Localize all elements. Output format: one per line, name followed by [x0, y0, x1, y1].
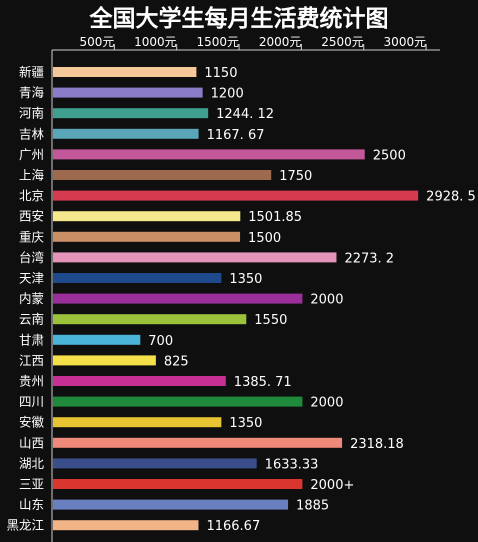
bar [53, 293, 303, 304]
bar [53, 520, 199, 531]
category-label: 山东 [19, 497, 44, 512]
bar [53, 314, 247, 325]
value-label: 2000 [310, 396, 343, 411]
value-label: 1501.85 [248, 210, 302, 225]
bar [53, 479, 303, 489]
bar [53, 458, 257, 469]
bar [53, 355, 156, 366]
value-label: 1244. 12 [216, 107, 274, 122]
bar [53, 67, 197, 77]
value-label: 2928. 5 [426, 190, 476, 205]
category-label: 台湾 [19, 250, 44, 265]
bar [53, 417, 222, 428]
category-label: 湖北 [19, 456, 45, 471]
bar [53, 396, 303, 407]
bar [53, 149, 365, 160]
bar [53, 273, 222, 283]
category-label: 江西 [19, 353, 44, 368]
bar [53, 334, 141, 345]
category-label: 西安 [19, 209, 44, 224]
x-tick-label: 2000元 [259, 35, 302, 49]
value-label: 1150 [204, 66, 237, 81]
chart-title: 全国大学生每月生活费统计图 [89, 5, 389, 32]
category-label: 安徽 [19, 415, 45, 430]
category-label: 青海 [19, 85, 45, 100]
category-label: 北京 [19, 188, 44, 203]
value-label: 2500 [373, 148, 406, 163]
bar [53, 437, 343, 448]
value-label: 1166.67 [206, 519, 260, 534]
x-tick-label: 3000元 [384, 35, 427, 49]
category-label: 甘肃 [19, 332, 44, 347]
bar [53, 170, 272, 180]
bar [53, 190, 419, 201]
category-label: 河南 [19, 106, 44, 121]
category-label: 上海 [19, 168, 45, 183]
category-label: 新疆 [19, 65, 44, 80]
category-label: 内蒙 [19, 291, 44, 306]
value-label: 1885 [296, 499, 329, 514]
value-label: 1167. 67 [207, 128, 265, 143]
bar [53, 108, 209, 119]
category-label: 山西 [19, 435, 44, 450]
value-label: 2000 [310, 293, 343, 308]
category-label: 重庆 [19, 229, 45, 244]
value-label: 1385. 71 [234, 375, 292, 390]
category-label: 天津 [19, 271, 44, 286]
x-tick-label: 500元 [79, 35, 114, 49]
bar [53, 376, 226, 386]
value-label: 2000+ [310, 478, 354, 493]
value-label: 1633.33 [265, 457, 319, 472]
value-label: 1500 [248, 231, 281, 246]
category-label: 三亚 [19, 477, 44, 492]
value-label: 1200 [211, 87, 244, 102]
category-label: 云南 [19, 312, 44, 327]
bar [53, 231, 241, 242]
bar-rows: 新疆 1150 青海 1200 河南 1244. 12 吉林 1167. 67 广州 2500 上海… [6, 65, 475, 535]
value-label: 825 [164, 354, 189, 369]
x-tick-label: 1000元 [134, 35, 177, 49]
category-label: 四川 [19, 394, 44, 409]
bar [53, 128, 199, 139]
value-label: 700 [148, 334, 173, 349]
x-tick-label: 1500元 [197, 35, 240, 49]
value-label: 2318.18 [350, 437, 404, 452]
value-label: 1550 [254, 313, 287, 328]
category-label: 广州 [19, 147, 44, 162]
bar [53, 499, 289, 510]
value-label: 1350 [229, 416, 262, 431]
category-label: 贵州 [19, 374, 44, 389]
category-label: 黑龙江 [6, 518, 44, 533]
x-axis-ticks: 500元 1000元 1500元 2000元 2500元 3000元 [79, 35, 427, 50]
bar [53, 211, 241, 222]
value-label: 2273. 2 [344, 251, 394, 266]
bar [53, 252, 337, 263]
value-label: 1750 [279, 169, 312, 184]
bar [53, 87, 203, 98]
x-tick-label: 2500元 [321, 35, 364, 49]
value-label: 1350 [229, 272, 262, 287]
category-label: 吉林 [19, 126, 45, 141]
